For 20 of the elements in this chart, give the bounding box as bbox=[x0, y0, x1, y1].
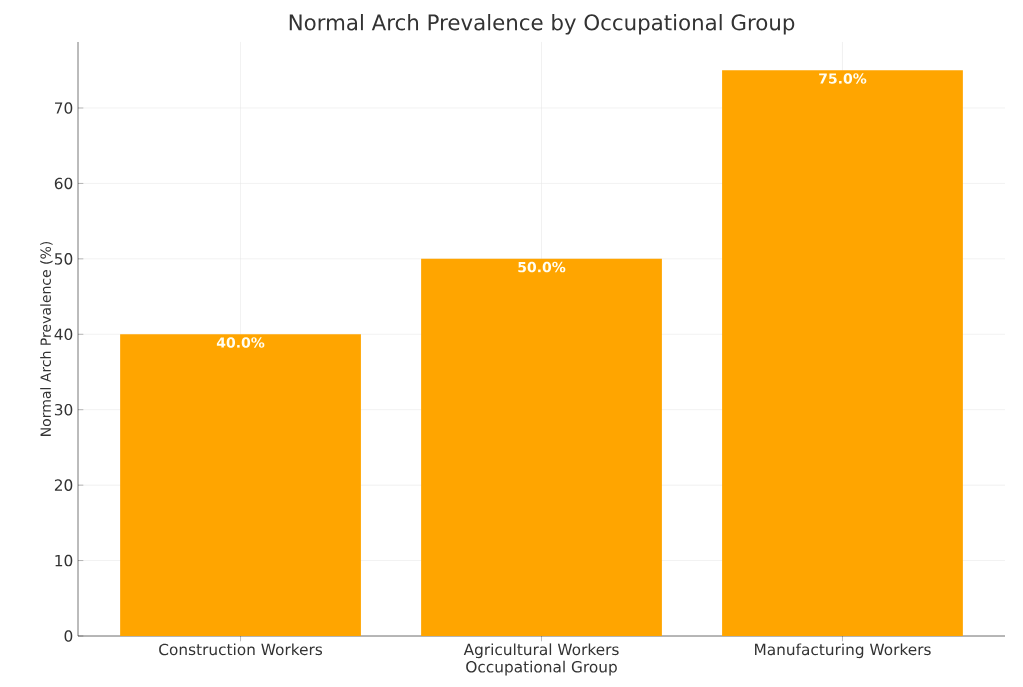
bar bbox=[722, 70, 963, 636]
x-tick-label: Manufacturing Workers bbox=[755, 643, 931, 659]
y-tick-label: 0 bbox=[64, 630, 73, 642]
x-tick-label: Agricultural Workers bbox=[463, 643, 619, 659]
y-tick-label: 50 bbox=[54, 253, 73, 265]
y-axis-title: Normal Arch Prevalence (%) bbox=[40, 241, 53, 436]
x-tick-label: Construction Workers bbox=[159, 643, 323, 656]
data-label: 75.0% bbox=[819, 73, 867, 84]
y-tick-label: 40 bbox=[54, 328, 73, 341]
data-label: 40.0% bbox=[216, 337, 265, 348]
y-tick-label: 60 bbox=[54, 177, 73, 190]
y-tick-label: 20 bbox=[54, 479, 73, 491]
bar bbox=[120, 334, 361, 636]
y-tick-label: 30 bbox=[54, 403, 73, 416]
data-label: 50.0% bbox=[518, 261, 566, 273]
y-tick-label: 10 bbox=[55, 554, 73, 567]
x-axis-title: Occupational Group bbox=[466, 660, 617, 676]
chart-title: Normal Arch Prevalence by Occupational Group bbox=[289, 13, 795, 35]
bar bbox=[421, 258, 662, 636]
y-tick-label: 70 bbox=[55, 102, 73, 114]
